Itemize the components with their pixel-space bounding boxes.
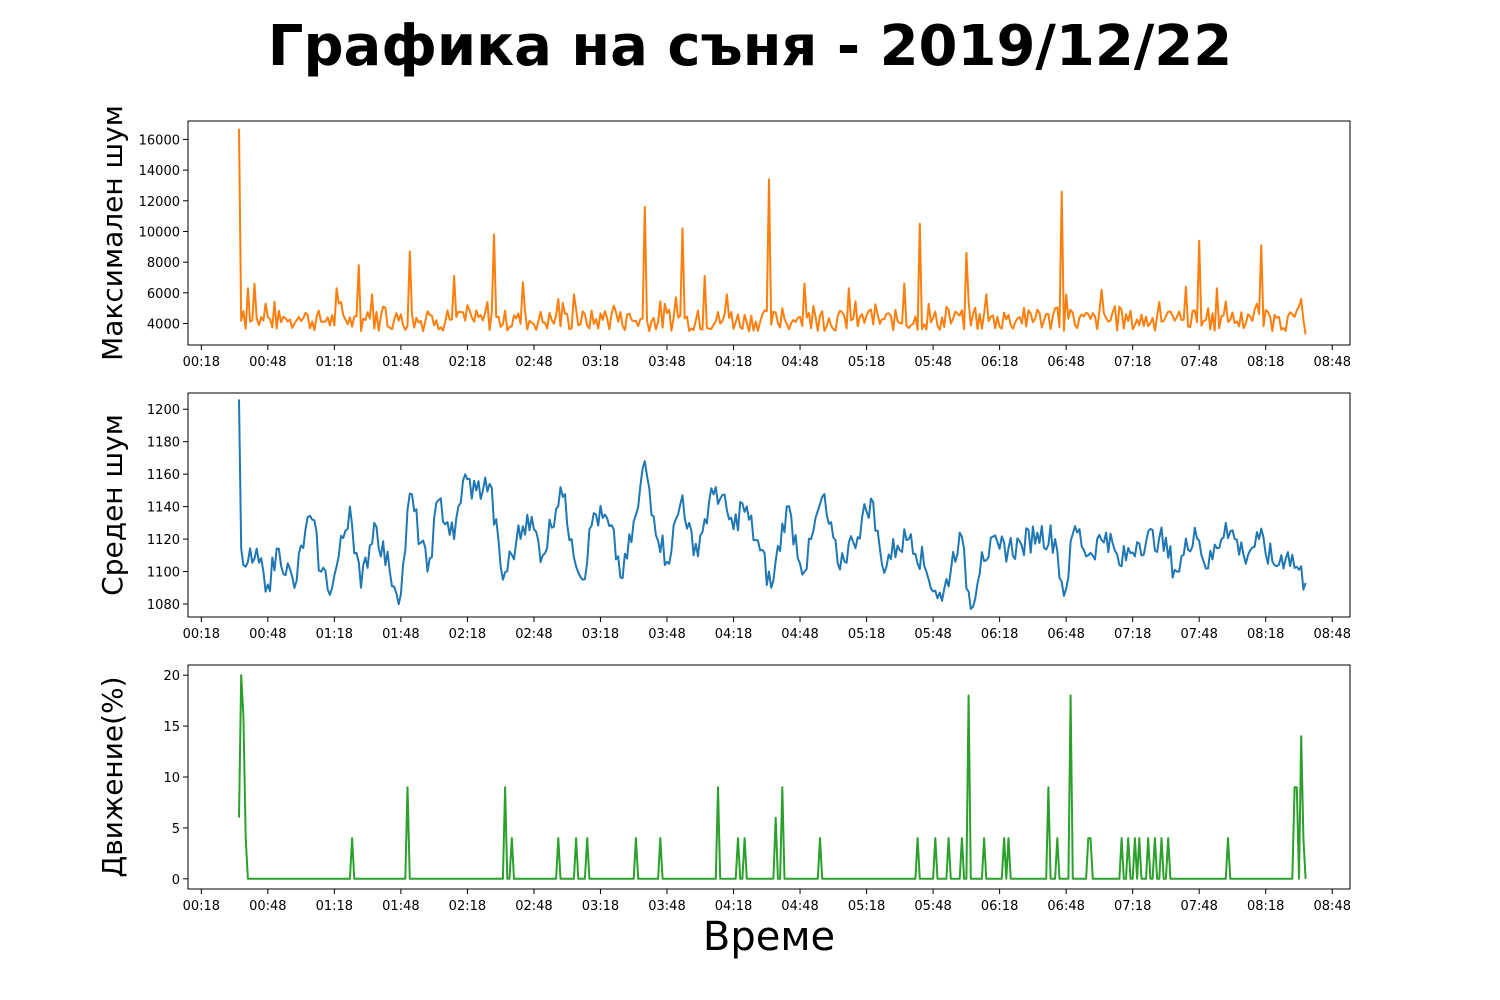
x-tick-label: 08:18 bbox=[1247, 355, 1284, 370]
x-tick-label: 00:48 bbox=[249, 355, 286, 370]
max-noise-series-line bbox=[238, 128, 1307, 335]
x-tick-label: 03:18 bbox=[582, 355, 619, 370]
x-tick-label: 08:48 bbox=[1314, 899, 1351, 914]
x-tick-label: 06:18 bbox=[981, 355, 1018, 370]
x-tick-label: 02:18 bbox=[449, 627, 486, 642]
x-tick-label: 03:48 bbox=[648, 355, 685, 370]
x-tick-label: 06:48 bbox=[1047, 355, 1084, 370]
max-noise-frame bbox=[187, 120, 1351, 346]
x-tick-label: 02:48 bbox=[515, 627, 552, 642]
movement-series-line bbox=[238, 674, 1307, 880]
x-tick-label: 01:48 bbox=[382, 627, 419, 642]
x-tick-label: 00:18 bbox=[183, 899, 220, 914]
x-tick-label: 04:18 bbox=[715, 627, 752, 642]
x-tick-label: 08:18 bbox=[1247, 627, 1284, 642]
movement-frame bbox=[187, 664, 1351, 890]
x-tick-label: 06:18 bbox=[981, 899, 1018, 914]
x-tick-label: 07:18 bbox=[1114, 627, 1151, 642]
y-tick-label: 12000 bbox=[139, 195, 180, 210]
avg-noise-axis-label: Среден шум bbox=[96, 414, 129, 596]
y-tick-label: 15 bbox=[163, 720, 180, 735]
y-tick-label: 0 bbox=[172, 873, 180, 888]
y-tick-label: 8000 bbox=[147, 256, 180, 271]
x-tick-label: 01:18 bbox=[316, 355, 353, 370]
x-tick-label: 05:18 bbox=[848, 627, 885, 642]
x-tick-label: 07:48 bbox=[1180, 355, 1217, 370]
x-tick-label: 05:48 bbox=[914, 355, 951, 370]
y-tick-label: 10000 bbox=[139, 225, 180, 240]
x-tick-label: 01:18 bbox=[316, 899, 353, 914]
x-tick-label: 05:48 bbox=[914, 627, 951, 642]
x-tick-label: 03:48 bbox=[648, 627, 685, 642]
x-tick-label: 05:18 bbox=[848, 899, 885, 914]
x-tick-label: 02:18 bbox=[449, 355, 486, 370]
y-tick-label: 1160 bbox=[147, 468, 180, 483]
x-tick-label: 06:48 bbox=[1047, 627, 1084, 642]
max-noise-panel: 4000 6000 8000 10000 12000 14000 16000 00:18 00:… bbox=[96, 105, 1351, 370]
y-tick-label: 10 bbox=[163, 771, 180, 786]
avg-noise-panel: 1080 1100 1120 1140 1160 1180 1200 00:18 00:48 01… bbox=[96, 392, 1351, 642]
avg-noise-series-line bbox=[238, 399, 1307, 610]
x-tick-label: 00:18 bbox=[183, 355, 220, 370]
x-tick-label: 00:48 bbox=[249, 627, 286, 642]
x-tick-label: 04:18 bbox=[715, 355, 752, 370]
x-tick-label: 03:18 bbox=[582, 899, 619, 914]
x-tick-label: 01:48 bbox=[382, 899, 419, 914]
y-tick-label: 1140 bbox=[147, 501, 180, 516]
x-tick-label: 02:18 bbox=[449, 899, 486, 914]
y-tick-label: 6000 bbox=[147, 287, 180, 302]
y-tick-label: 1080 bbox=[147, 598, 180, 613]
x-tick-label: 08:18 bbox=[1247, 899, 1284, 914]
x-axis-label: Време bbox=[703, 914, 835, 960]
x-tick-label: 07:48 bbox=[1180, 899, 1217, 914]
x-tick-label: 01:48 bbox=[382, 355, 419, 370]
x-tick-label: 07:48 bbox=[1180, 627, 1217, 642]
x-tick-label: 00:18 bbox=[183, 627, 220, 642]
x-tick-label: 07:18 bbox=[1114, 899, 1151, 914]
x-tick-label: 06:18 bbox=[981, 627, 1018, 642]
x-tick-label: 05:18 bbox=[848, 355, 885, 370]
y-tick-label: 16000 bbox=[139, 133, 180, 148]
x-tick-label: 08:48 bbox=[1314, 355, 1351, 370]
x-tick-label: 02:48 bbox=[515, 355, 552, 370]
x-tick-label: 07:18 bbox=[1114, 355, 1151, 370]
x-tick-label: 02:48 bbox=[515, 899, 552, 914]
x-tick-label: 00:48 bbox=[249, 899, 286, 914]
y-tick-label: 20 bbox=[163, 669, 180, 684]
y-tick-label: 1120 bbox=[147, 533, 180, 548]
movement-panel: 0 5 10 15 20 00:18 00:48 01:18 01:48 02:18 02:48 03… bbox=[96, 664, 1351, 914]
x-tick-label: 04:48 bbox=[781, 899, 818, 914]
chart-title: Графика на съня - 2019/12/22 bbox=[268, 14, 1232, 79]
x-tick-label: 04:18 bbox=[715, 899, 752, 914]
y-tick-label: 1100 bbox=[147, 566, 180, 581]
x-tick-label: 04:48 bbox=[781, 627, 818, 642]
y-tick-label: 1180 bbox=[147, 436, 180, 451]
y-tick-label: 5 bbox=[172, 822, 180, 837]
avg-noise-frame bbox=[187, 392, 1351, 618]
x-tick-label: 03:48 bbox=[648, 899, 685, 914]
y-tick-label: 4000 bbox=[147, 318, 180, 333]
x-tick-label: 01:18 bbox=[316, 627, 353, 642]
max-noise-axis-label: Максимален шум bbox=[96, 105, 129, 361]
x-tick-label: 05:48 bbox=[914, 899, 951, 914]
x-tick-label: 04:48 bbox=[781, 355, 818, 370]
x-tick-label: 08:48 bbox=[1314, 627, 1351, 642]
movement-axis-label: Движение(%) bbox=[96, 676, 129, 877]
y-tick-label: 1200 bbox=[147, 403, 180, 418]
y-tick-label: 14000 bbox=[139, 164, 180, 179]
x-tick-label: 03:18 bbox=[582, 627, 619, 642]
x-tick-label: 06:48 bbox=[1047, 899, 1084, 914]
